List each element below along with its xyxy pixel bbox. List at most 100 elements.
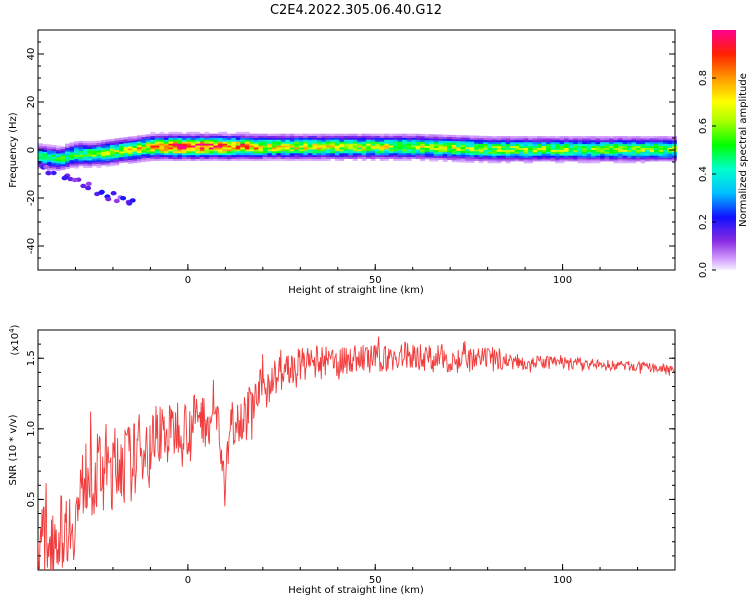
spectrogram-cell xyxy=(384,135,390,138)
spectrogram-cell xyxy=(312,158,318,161)
spectrogram-cell xyxy=(523,141,529,145)
spectrogram-cell xyxy=(195,131,201,135)
spectrogram-cell xyxy=(501,136,506,139)
spectrogram-cell xyxy=(74,158,79,161)
spectrogram-cell xyxy=(469,139,475,142)
spectrogram-cell xyxy=(42,157,48,160)
spectrogram-cell xyxy=(631,136,637,139)
spectrogram-cell xyxy=(74,145,79,148)
spectrogram-cell xyxy=(226,147,232,150)
spectrogram-cell xyxy=(294,149,300,152)
spectrogram-cell xyxy=(622,157,628,160)
spectrogram-cell xyxy=(393,154,399,158)
spectrogram-cell xyxy=(42,147,48,150)
spectrogram-cell xyxy=(379,151,385,154)
spectrogram-cell xyxy=(132,159,138,162)
spectrogram-cell xyxy=(591,136,596,139)
spectrogram-cell xyxy=(532,141,538,145)
spectrogram-cell xyxy=(294,147,300,150)
spectrogram-cell xyxy=(649,147,655,150)
spectrogram-cell xyxy=(451,150,457,153)
spectrogram-cell xyxy=(555,147,560,150)
spectrogram-cell xyxy=(65,166,70,169)
spectrogram-cell xyxy=(667,136,673,139)
spectrogram-cell xyxy=(312,135,318,138)
spectrogram-cell xyxy=(280,137,286,140)
spectrogram-cell xyxy=(456,138,462,142)
spectrogram-cell xyxy=(348,154,354,158)
spectrogram-cell xyxy=(56,153,61,156)
spectrogram-cell xyxy=(114,157,120,160)
spectrogram-cell xyxy=(420,143,426,146)
spectrogram-cell xyxy=(321,141,327,144)
spectrogram-cell xyxy=(523,157,529,160)
spectrogram-cell xyxy=(451,156,457,159)
spectrogram-cell xyxy=(240,143,246,146)
spectrogram-cell xyxy=(654,159,659,162)
spectrogram-cell xyxy=(483,151,489,154)
spectrogram-cell xyxy=(150,145,156,148)
spectrogram-cell xyxy=(123,148,129,151)
spectrogram-cell xyxy=(519,138,524,141)
spectrogram-cell xyxy=(609,145,614,148)
spectrogram-cell xyxy=(609,143,614,147)
spectrogram-cell xyxy=(235,151,241,154)
spectrogram-cell xyxy=(672,139,677,143)
spectrogram-cell xyxy=(47,146,52,149)
spectrogram-cell xyxy=(577,143,583,147)
spectrogram-cell xyxy=(496,141,502,145)
spectrogram-cell xyxy=(361,147,367,150)
spectrogram-cell xyxy=(150,147,156,150)
spectrogram-cell xyxy=(343,149,349,152)
spectrogram-cell xyxy=(132,141,138,144)
spectrogram-cell xyxy=(109,156,115,159)
spectrogram-cell xyxy=(352,158,358,161)
spectrogram-cell xyxy=(136,152,142,155)
spectrogram-cell xyxy=(514,141,520,145)
spectrogram-cell xyxy=(474,143,480,146)
spectrogram-cell xyxy=(411,145,417,148)
spectrogram-cell xyxy=(47,157,52,161)
spectrogram-cell xyxy=(505,141,511,145)
spectrogram-cell xyxy=(74,148,79,152)
spectrogram-cell xyxy=(613,153,619,156)
spectrogram-cell xyxy=(101,163,106,166)
spectrogram-cell xyxy=(442,153,448,157)
spectrogram-cell xyxy=(357,152,363,156)
spectrogram-cell xyxy=(379,147,385,150)
spectrogram-cell xyxy=(487,161,493,164)
spectrogram-cell xyxy=(465,148,471,152)
spectrogram-cell xyxy=(460,160,466,163)
spectrogram-cell xyxy=(595,139,601,143)
spectrogram-cell xyxy=(514,143,520,147)
spectrogram-cell xyxy=(141,136,147,140)
spectrogram-cell xyxy=(438,153,444,156)
spectrogram-cell xyxy=(379,137,385,140)
spectrogram-cell xyxy=(276,141,282,144)
spectrogram-cell xyxy=(406,149,412,152)
spectrogram-cell xyxy=(244,143,250,146)
spectrogram-cell xyxy=(613,147,619,150)
spectrogram-cell xyxy=(78,160,84,163)
spectrogram-cell xyxy=(370,145,376,148)
spectrogram-cell xyxy=(487,136,493,139)
spectrogram-cell xyxy=(460,152,466,155)
spectrogram-cell xyxy=(204,151,210,154)
spectrogram-cell xyxy=(555,149,560,152)
spectrogram-cell xyxy=(150,133,156,136)
spectrogram-cell xyxy=(249,147,255,150)
spectrogram-cell xyxy=(465,154,471,157)
spectrogram-cell xyxy=(150,139,156,142)
spectrogram-cell xyxy=(172,137,178,140)
spectrogram-cell xyxy=(532,138,538,141)
spectrogram-cell xyxy=(87,140,93,144)
spectrogram-cell xyxy=(294,145,300,148)
spectrogram-cell xyxy=(114,142,120,145)
spectrogram-cell xyxy=(541,149,547,152)
spectrogram-cell xyxy=(177,156,183,159)
spectrogram-cell xyxy=(285,156,291,159)
spectrogram-cell xyxy=(609,147,614,150)
spectrogram-cell xyxy=(123,141,129,144)
spectrogram-cell xyxy=(379,141,385,144)
spectrogram-cell xyxy=(298,135,304,138)
